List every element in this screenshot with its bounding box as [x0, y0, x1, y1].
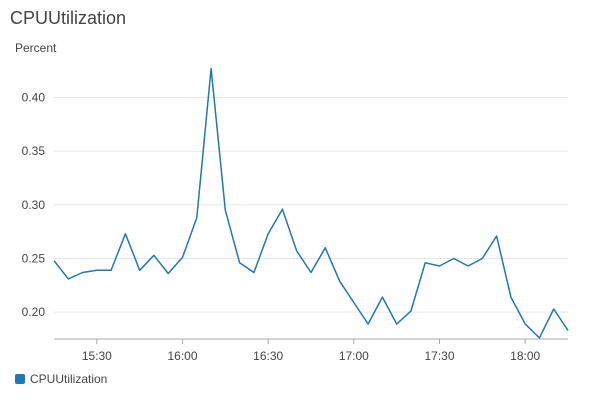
x-tick-label: 16:30 — [253, 349, 283, 363]
y-tick-label: 0.30 — [22, 198, 46, 212]
chart-title: CPUUtilization — [10, 8, 127, 28]
legend[interactable]: CPUUtilization — [15, 372, 107, 386]
x-axis: 15:30 16:00 16:30 17:00 17:30 18:00 — [54, 338, 568, 363]
grid-lines — [54, 97, 568, 313]
series-lines — [53, 67, 569, 339]
y-tick-labels: 0.20 0.25 0.30 0.35 0.40 — [22, 91, 46, 320]
y-tick-label: 0.25 — [22, 252, 46, 266]
y-tick-label: 0.20 — [22, 305, 46, 319]
y-tick-label: 0.35 — [22, 144, 46, 158]
series-line-cpuutilization[interactable] — [53, 67, 569, 339]
x-tick-label: 17:30 — [424, 349, 454, 363]
legend-label: CPUUtilization — [30, 372, 108, 386]
x-tick-label: 18:00 — [510, 349, 540, 363]
x-tick-label: 17:00 — [339, 349, 369, 363]
legend-swatch — [15, 374, 25, 384]
x-tick-label: 15:30 — [82, 349, 112, 363]
y-axis-unit-label: Percent — [15, 41, 57, 55]
y-tick-label: 0.40 — [22, 91, 46, 105]
x-tick-label: 16:00 — [167, 349, 197, 363]
